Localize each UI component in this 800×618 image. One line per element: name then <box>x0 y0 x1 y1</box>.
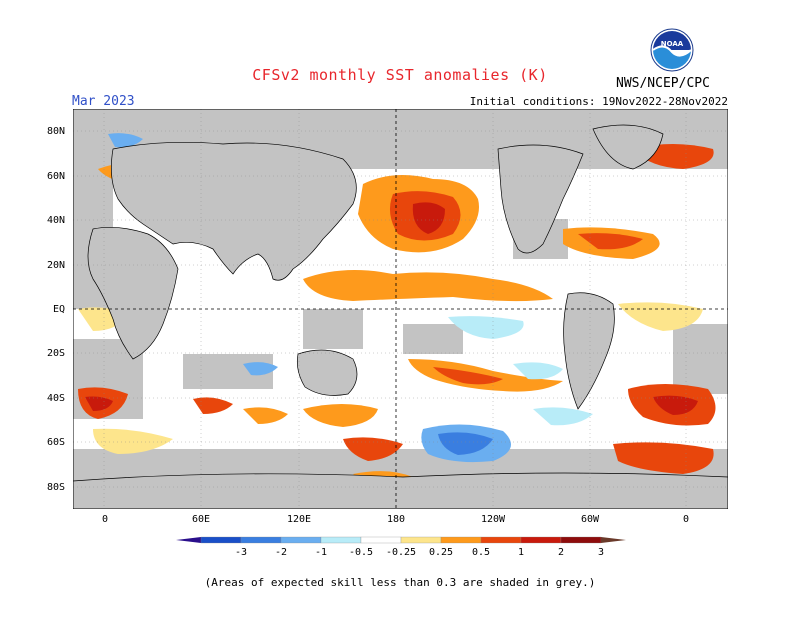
lon-label-60e: 60E <box>191 514 211 525</box>
lon-label-120w: 120W <box>480 514 506 525</box>
colorbar-bin <box>440 536 482 544</box>
colorbar-bin <box>280 536 322 544</box>
colorbar-tick-label: 0.25 <box>428 547 454 558</box>
initial-conditions: Initial conditions: 19Nov2022-28Nov2022 <box>469 95 728 108</box>
colorbar-bin <box>560 536 602 544</box>
colorbar-tick-label: 3 <box>597 547 605 558</box>
colorbar-bin <box>520 536 562 544</box>
lat-label-40n: 40N <box>46 215 65 226</box>
lon-label-60w: 60W <box>580 514 600 525</box>
colorbar-bin <box>320 536 362 544</box>
lat-label-20n: 20N <box>46 260 65 271</box>
colorbar-bin <box>480 536 522 544</box>
lat-label-eq: EQ <box>52 304 65 315</box>
colorbar-tick-label: -3 <box>234 547 248 558</box>
skill-footnote: (Areas of expected skill less than 0.3 a… <box>204 576 596 589</box>
colorbar <box>176 536 626 544</box>
lon-label-120e: 120E <box>286 514 312 525</box>
lat-label-60s: 60S <box>46 437 65 448</box>
lat-label-20s: 20S <box>46 348 65 359</box>
colorbar-tick-label: 0.5 <box>471 547 491 558</box>
colorbar-tick-label: -1 <box>314 547 328 558</box>
sst-anomaly-map <box>73 109 728 509</box>
continents <box>73 124 728 509</box>
noaa-logo: NOAA <box>650 28 694 72</box>
map-title: CFSv2 monthly SST anomalies (K) <box>252 66 548 84</box>
agency-label: NWS/NCEP/CPC <box>616 76 710 91</box>
lat-label-80s: 80S <box>46 482 65 493</box>
colorbar-tick-label: 2 <box>557 547 565 558</box>
svg-text:NOAA: NOAA <box>661 40 684 48</box>
lat-label-80n: 80N <box>46 126 65 137</box>
grid-lines <box>73 109 728 509</box>
colorbar-tick-label: -2 <box>274 547 288 558</box>
lon-label-0-east: 0 <box>682 514 690 525</box>
colorbar-bin <box>360 536 402 544</box>
colorbar-tick-label: -0.25 <box>385 547 417 558</box>
colorbar-min-arrow <box>176 537 201 543</box>
colorbar-tick-label: 1 <box>517 547 525 558</box>
cool-anomalies <box>108 133 593 463</box>
colorbar-max-arrow <box>601 537 626 543</box>
colorbar-bin <box>240 536 282 544</box>
colorbar-bin <box>400 536 442 544</box>
lat-label-40s: 40S <box>46 393 65 404</box>
colorbar-bin <box>200 536 242 544</box>
forecast-month: Mar 2023 <box>72 94 135 109</box>
reference-lines <box>73 109 728 509</box>
lon-label-180: 180 <box>386 514 406 525</box>
lat-label-60n: 60N <box>46 171 65 182</box>
colorbar-tick-label: -0.5 <box>348 547 374 558</box>
lon-label-0-west: 0 <box>101 514 109 525</box>
